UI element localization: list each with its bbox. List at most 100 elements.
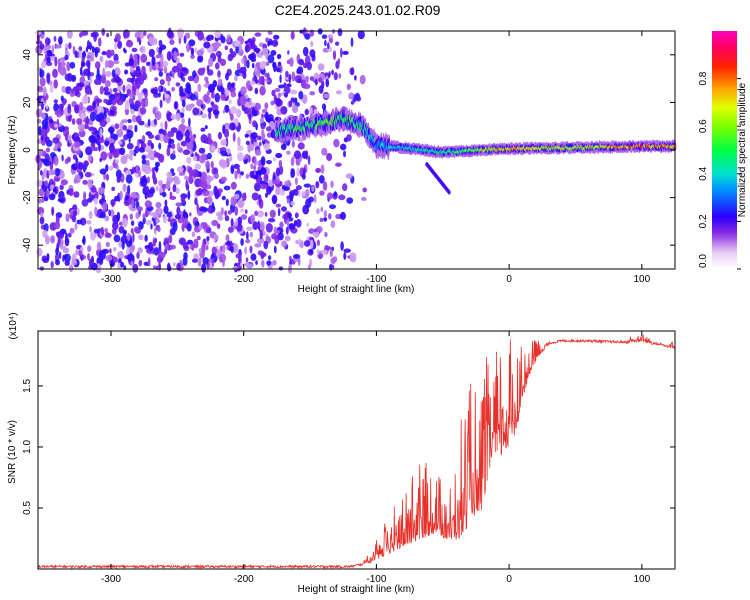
spectrogram-noise-blob [313, 194, 317, 204]
spectrogram-noise-blob [290, 168, 296, 178]
spectrogram-noise-blob [78, 249, 82, 257]
spectrogram-noise-blob [327, 34, 334, 39]
spectrogram-noise-blob [291, 140, 295, 148]
spectrogram-noise-blob [200, 127, 206, 132]
spectrogram-noise-blob [240, 171, 244, 176]
spectrogram-noise-blob [230, 82, 235, 88]
spectrogram-noise-blob [253, 141, 259, 147]
spectrogram-noise-blob [316, 239, 320, 246]
spectrogram-noise-blob [254, 79, 259, 84]
spectrogram-noise-blob [83, 160, 89, 168]
spectrogram-noise-blob [64, 54, 69, 61]
spectrogram-noise-blob [310, 239, 314, 249]
spectrogram-noise-blob [152, 107, 156, 115]
spectrogram-noise-blob [191, 169, 199, 178]
spectrogram-noise-blob [210, 145, 216, 152]
spectrogram-noise-blob [52, 68, 58, 79]
spectrogram-noise-blob [165, 180, 171, 190]
spectrogram-noise-blob [99, 168, 107, 175]
spectrogram-noise-blob [147, 257, 151, 267]
spectrogram-noise-blob [335, 41, 340, 46]
spectrogram-noise-blob [288, 73, 292, 84]
spectrogram-noise-blob [184, 175, 189, 181]
spectrogram-noise-blob [190, 242, 195, 251]
spectrogram-noise-blob [51, 44, 55, 55]
spectrogram-noise-blob [323, 210, 328, 218]
spectrogram-noise-blob [191, 258, 198, 263]
spectrogram-ylabel: Frequency (Hz) [7, 116, 18, 185]
spectrogram-noise-blob [260, 61, 267, 67]
spectrogram-noise-blob [143, 31, 147, 36]
spectrogram-noise-blob [194, 197, 198, 206]
spectrogram-noise-blob [196, 235, 201, 241]
spectrogram-noise-blob [227, 53, 234, 62]
spectrogram-noise-blob [294, 177, 298, 186]
spectrogram-noise-blob [256, 67, 261, 78]
spectrogram-noise-blob [64, 49, 69, 56]
spectrogram-noise-blob [158, 251, 166, 259]
spectrogram-noise-blob [243, 262, 250, 267]
spectrogram-noise-blob [249, 170, 255, 179]
spectrogram-noise-blob [155, 185, 159, 192]
spectrogram-noise-blob [320, 206, 324, 212]
spectrogram-noise-blob [138, 234, 144, 241]
spectrogram-noise-blob [273, 34, 280, 40]
spectrogram-noise-blob [135, 88, 140, 97]
spectrogram-noise-blob [332, 50, 337, 60]
spectrogram-noise-blob [66, 61, 71, 72]
spectrogram-noise-blob [188, 39, 196, 47]
spectrogram-noise-blob [211, 104, 219, 112]
spectrogram-noise-blob [276, 53, 282, 60]
spectrogram-noise-blob [76, 207, 80, 216]
spectrogram-noise-blob [163, 88, 167, 93]
spectrogram-noise-blob [127, 124, 133, 131]
spectrogram-noise-blob [284, 143, 287, 149]
snr-series-line [37, 334, 675, 570]
spectrogram-noise-blob [44, 136, 50, 144]
spectrogram-noise-blob [139, 47, 144, 52]
spectrogram-noise-blob [131, 47, 138, 53]
spectrogram-noise-blob [191, 231, 196, 238]
spectrogram-noise-blob [90, 72, 94, 77]
spectrogram-noise-blob [304, 108, 309, 116]
spectrogram-noise-blob [39, 170, 43, 176]
spectrogram-noise-blob [122, 125, 128, 131]
spectrogram-noise-blob [267, 54, 275, 64]
spectrogram-noise-blob [81, 30, 89, 36]
spectrogram-noise-blob [126, 129, 134, 139]
spectrogram-noise-blob [99, 211, 106, 219]
spectrogram-noise-blob [89, 226, 92, 233]
spectrogram-noise-blob [260, 156, 266, 166]
spectrogram-noise-blob [125, 238, 133, 248]
spectrogram-noise-blob [175, 202, 183, 207]
spectrogram-noise-blob [309, 49, 316, 58]
spectrogram-noise-blob [166, 171, 173, 178]
spectrogram-noise-blob [91, 46, 95, 53]
spectrogram-noise-blob [189, 136, 195, 143]
spectrogram-noise-blob [208, 83, 215, 93]
spectrogram-noise-blob [186, 239, 194, 245]
spectrogram-noise-blob [41, 255, 47, 262]
spectrogram-noise-blob [164, 199, 168, 207]
spectrogram-noise-blob [211, 91, 215, 99]
spectrogram-noise-blob [69, 61, 76, 69]
spectrogram-noise-blob [40, 33, 45, 40]
colorbar-tick-label: 0.2 [698, 214, 709, 228]
spectrogram-noise-blob [96, 67, 100, 77]
spectrogram-noise-blob [80, 113, 86, 121]
spectrogram-noise-blob [278, 160, 283, 168]
spectrogram-noise-blob [302, 83, 311, 90]
spectrogram-noise-blob [249, 231, 253, 238]
spectrogram-noise-blob [220, 207, 224, 216]
spectrogram-noise-blob [230, 218, 234, 227]
spectrogram-noise-blob [84, 171, 92, 178]
spectrogram-noise-blob [111, 199, 115, 208]
spectrogram-noise-blob [192, 107, 200, 116]
spectrogram-noise-blob [195, 189, 203, 196]
spectrogram-noise-blob [111, 99, 117, 106]
spectrogram-noise-blob [241, 192, 246, 202]
spectrogram-noise-blob [346, 134, 352, 142]
spectrogram-noise-blob [102, 201, 108, 211]
spectrogram-noise-blob [318, 175, 325, 184]
spectrogram-noise-blob [263, 240, 269, 250]
